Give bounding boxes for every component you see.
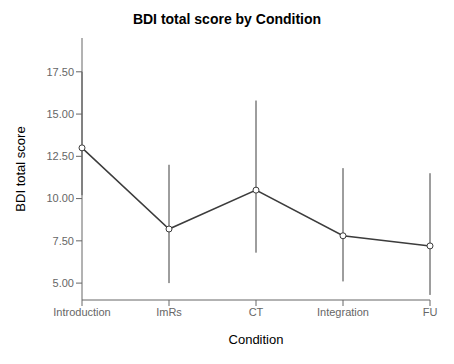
svg-text:Condition: Condition bbox=[229, 332, 284, 347]
svg-text:5.00: 5.00 bbox=[53, 277, 74, 289]
svg-text:10.00: 10.00 bbox=[46, 192, 74, 204]
svg-text:ImRs: ImRs bbox=[156, 306, 182, 318]
html-text:BDI total score by Condition: BDI total score by Condition bbox=[132, 11, 322, 27]
svg-text:15.00: 15.00 bbox=[46, 108, 74, 120]
svg-text:Introduction: Introduction bbox=[53, 306, 110, 318]
svg-text:17.50: 17.50 bbox=[46, 66, 74, 78]
svg-text:7.50: 7.50 bbox=[53, 235, 74, 247]
svg-text:CT: CT bbox=[249, 306, 264, 318]
svg-text:12.50: 12.50 bbox=[46, 150, 74, 162]
svg-text:Integration: Integration bbox=[317, 306, 369, 318]
svg-text:BDI total score: BDI total score bbox=[13, 126, 28, 211]
svg-text:FU: FU bbox=[423, 306, 438, 318]
